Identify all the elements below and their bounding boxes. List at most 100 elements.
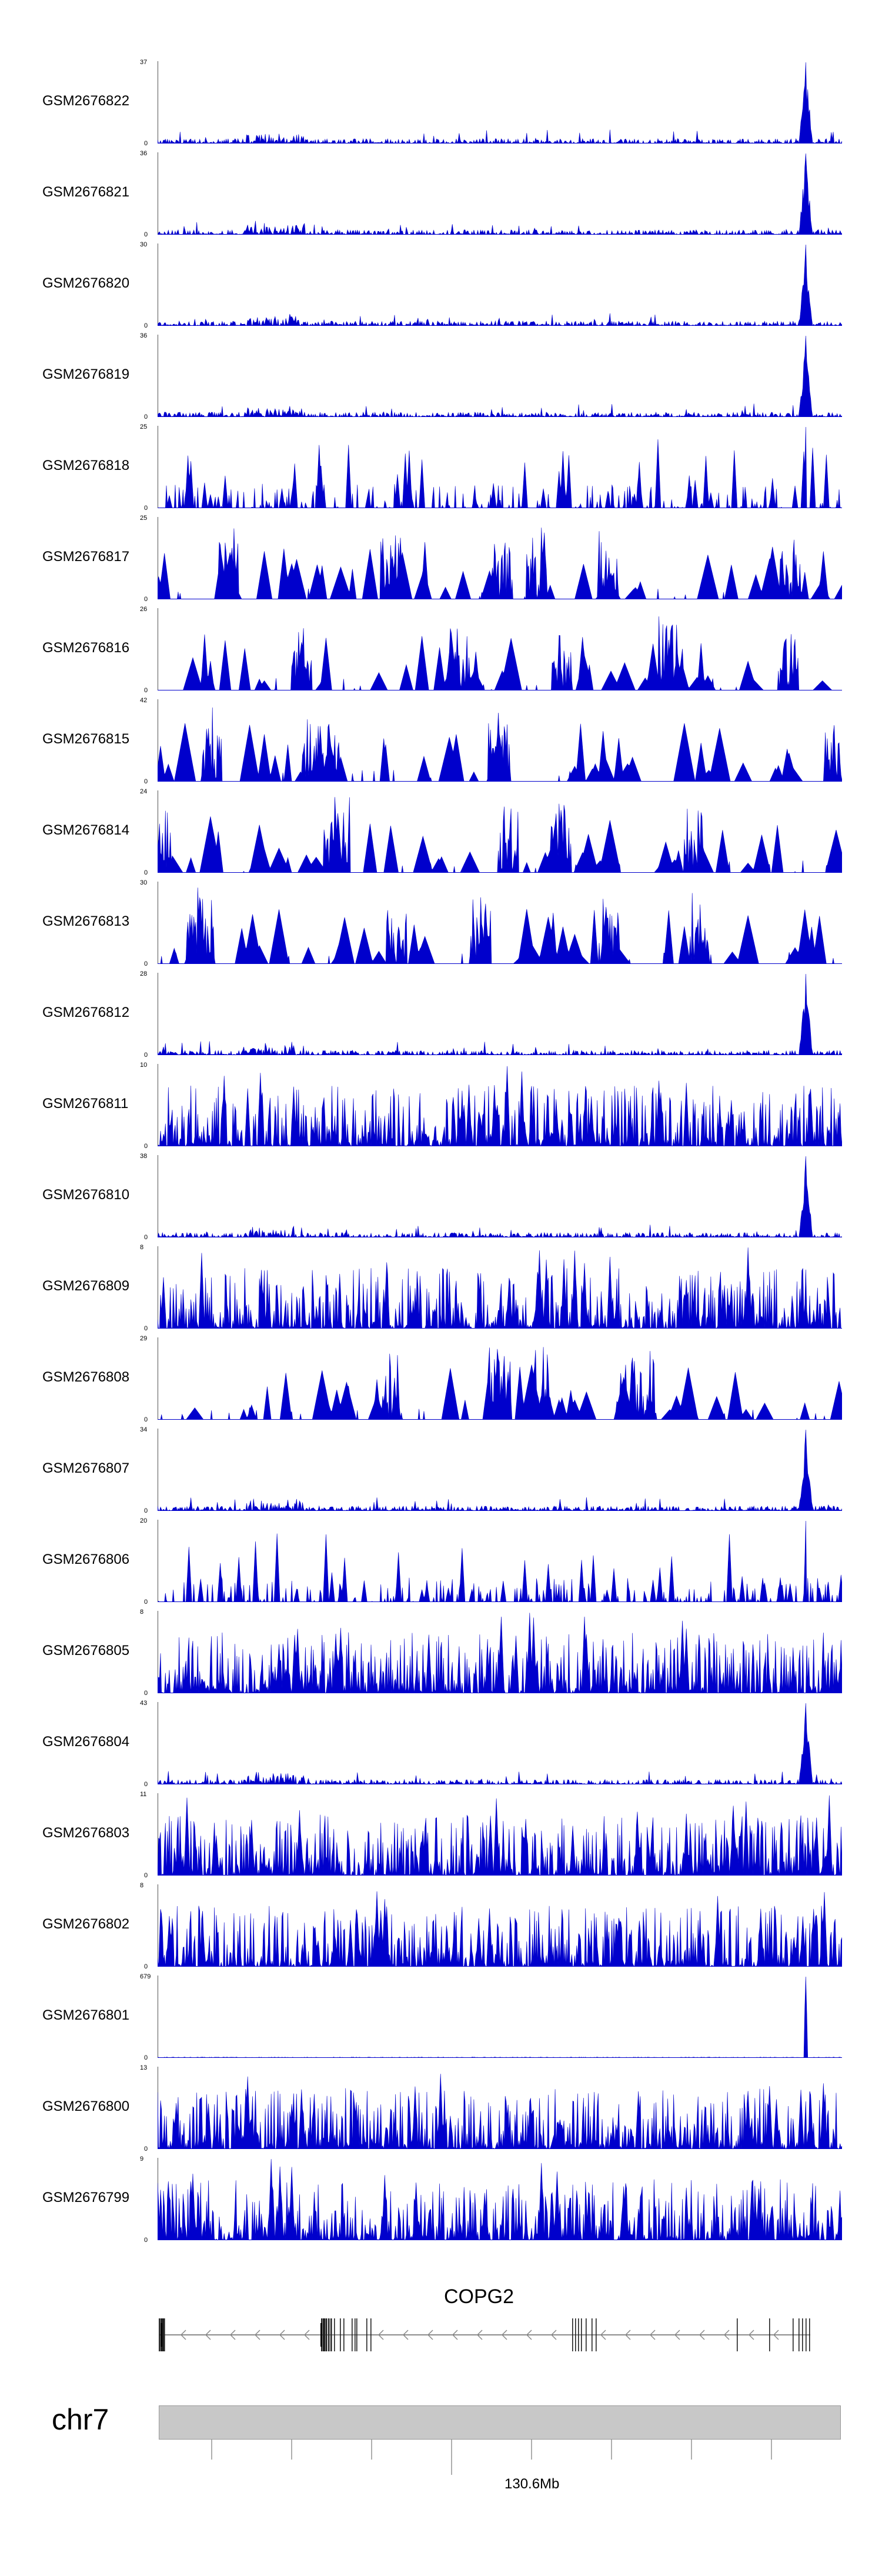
track-GSM2676801: GSM2676801 679 0 xyxy=(0,1973,882,2064)
track-min-value: 0 xyxy=(144,869,148,876)
gene-exon xyxy=(596,2318,597,2351)
track-max-value: 26 xyxy=(140,606,148,613)
track-coverage-plot xyxy=(158,2067,842,2149)
track-coverage-area xyxy=(158,528,842,599)
track-GSM2676821: GSM2676821 36 0 xyxy=(0,150,882,241)
track-coverage-plot xyxy=(158,1429,842,1511)
strand-arrow xyxy=(229,2330,236,2340)
track-GSM2676819: GSM2676819 36 0 xyxy=(0,332,882,423)
track-GSM2676820: GSM2676820 30 0 xyxy=(0,241,882,332)
track-label: GSM2676802 xyxy=(42,1916,130,1932)
track-coverage-plot xyxy=(158,61,842,144)
strand-arrow xyxy=(674,2330,680,2340)
track-coverage-plot xyxy=(158,608,842,690)
track-max-value: 8 xyxy=(140,1244,144,1251)
track-max-value: 20 xyxy=(140,1517,148,1524)
track-coverage-area xyxy=(158,335,842,417)
track-label: GSM2676804 xyxy=(42,1734,130,1750)
track-min-value: 0 xyxy=(144,2145,148,2153)
strand-arrow xyxy=(254,2330,260,2340)
track-label: GSM2676817 xyxy=(42,549,130,565)
gene-exon xyxy=(572,2318,573,2351)
track-GSM2676809: GSM2676809 8 0 xyxy=(0,1244,882,1335)
track-min-value: 0 xyxy=(144,1963,148,1970)
track-label: GSM2676801 xyxy=(42,2007,130,2023)
gene-exon xyxy=(323,2318,325,2351)
track-GSM2676813: GSM2676813 30 0 xyxy=(0,879,882,970)
genome-axis xyxy=(211,2440,772,2475)
gene-exon xyxy=(355,2318,356,2351)
track-GSM2676822: GSM2676822 37 0 xyxy=(0,59,882,150)
track-label: GSM2676815 xyxy=(42,731,130,747)
track-coverage-plot xyxy=(158,1793,842,1876)
track-min-value: 0 xyxy=(144,322,148,329)
track-min-value: 0 xyxy=(144,1872,148,1879)
track-min-value: 0 xyxy=(144,596,148,603)
gene-exon xyxy=(592,2318,593,2351)
track-min-value: 0 xyxy=(144,1416,148,1423)
gene-exon xyxy=(366,2318,368,2351)
track-label: GSM2676820 xyxy=(42,275,130,291)
gene-exon xyxy=(581,2318,582,2351)
track-coverage-area xyxy=(158,1156,842,1237)
track-max-value: 43 xyxy=(140,1700,148,1707)
track-min-value: 0 xyxy=(144,140,148,147)
track-max-value: 38 xyxy=(140,1153,148,1160)
gene-exon xyxy=(802,2318,803,2351)
track-min-value: 0 xyxy=(144,1325,148,1332)
gene-exon xyxy=(737,2318,738,2351)
gene-exon xyxy=(159,2318,161,2351)
track-coverage-plot xyxy=(158,1064,842,1146)
track-coverage-plot xyxy=(158,973,842,1055)
track-coverage-plot xyxy=(158,1246,842,1329)
strand-arrow xyxy=(624,2330,631,2340)
track-coverage-area xyxy=(158,153,842,235)
track-label: GSM2676812 xyxy=(42,1005,130,1020)
track-min-value: 0 xyxy=(144,231,148,238)
strand-arrow xyxy=(550,2330,557,2340)
track-coverage-area xyxy=(158,887,842,964)
track-GSM2676803: GSM2676803 11 0 xyxy=(0,1791,882,1882)
track-GSM2676816: GSM2676816 26 0 xyxy=(0,606,882,697)
track-min-value: 0 xyxy=(144,1143,148,1150)
gene-exon xyxy=(578,2318,579,2351)
track-min-value: 0 xyxy=(144,1234,148,1241)
gene-exon xyxy=(161,2323,162,2347)
track-coverage-area xyxy=(158,1247,842,1329)
track-max-value: 28 xyxy=(140,970,148,977)
track-max-value: 10 xyxy=(140,1062,148,1069)
track-min-value: 0 xyxy=(144,505,148,512)
gene-exon xyxy=(334,2318,335,2351)
track-max-value: 8 xyxy=(140,1882,144,1889)
track-GSM2676800: GSM2676800 13 0 xyxy=(0,2064,882,2155)
track-label: GSM2676807 xyxy=(42,1460,130,1476)
track-max-value: 29 xyxy=(140,1335,148,1342)
track-max-value: 11 xyxy=(140,1791,147,1798)
track-GSM2676808: GSM2676808 29 0 xyxy=(0,1335,882,1426)
track-coverage-area xyxy=(158,1613,842,1693)
gene-exon xyxy=(320,2323,322,2347)
strand-arrow xyxy=(476,2330,483,2340)
track-label: GSM2676813 xyxy=(42,913,130,929)
track-coverage-plot xyxy=(158,1337,842,1420)
track-GSM2676814: GSM2676814 24 0 xyxy=(0,788,882,879)
strand-arrow xyxy=(452,2330,458,2340)
strand-arrow xyxy=(180,2330,186,2340)
track-label: GSM2676803 xyxy=(42,1825,130,1841)
track-coverage-plot xyxy=(158,882,842,964)
track-max-value: 36 xyxy=(140,332,148,339)
track-GSM2676802: GSM2676802 8 0 xyxy=(0,1882,882,1973)
track-max-value: 30 xyxy=(140,241,148,248)
track-min-value: 0 xyxy=(144,2054,148,2061)
track-coverage-area xyxy=(158,1703,842,1784)
strand-arrow xyxy=(377,2330,384,2340)
axis-tick-label: 130.6Mb xyxy=(505,2476,560,2492)
track-label: GSM2676799 xyxy=(42,2190,130,2205)
track-max-value: 9 xyxy=(140,2155,144,2163)
gene-exon xyxy=(343,2318,345,2351)
track-coverage-area xyxy=(158,797,842,873)
track-min-value: 0 xyxy=(144,1690,148,1697)
track-coverage-area xyxy=(158,426,842,508)
strand-arrow xyxy=(303,2330,310,2340)
gene-exon xyxy=(575,2318,576,2351)
